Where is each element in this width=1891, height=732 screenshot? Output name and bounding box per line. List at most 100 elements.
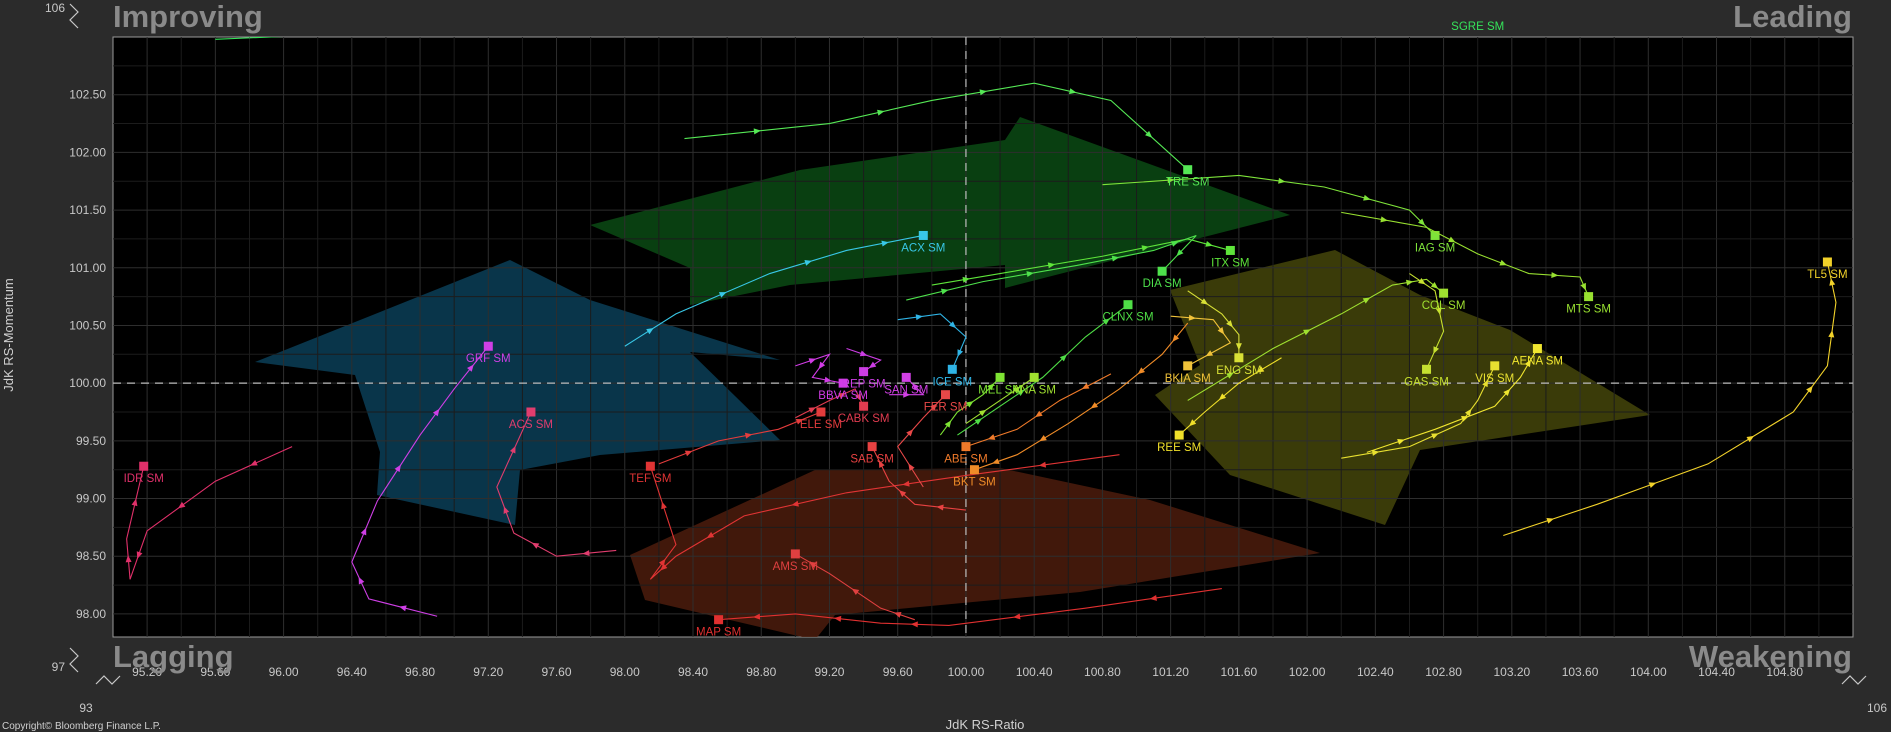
y-tick-label: 98.50 bbox=[76, 549, 106, 563]
series-head-marker bbox=[1532, 344, 1542, 354]
series-vis-sm bbox=[1341, 361, 1500, 459]
series-head-marker bbox=[940, 390, 950, 400]
tail-arrowhead bbox=[1189, 419, 1197, 427]
tail-arrowhead bbox=[962, 276, 970, 283]
series-label: CLNX SM bbox=[1102, 312, 1153, 324]
series-label: IAG SM bbox=[1415, 242, 1455, 254]
series-head-marker bbox=[1490, 361, 1500, 371]
series-label: ANA SM bbox=[1012, 384, 1055, 396]
x-tick-label: 101.20 bbox=[1152, 665, 1189, 679]
x-tick-label: 98.00 bbox=[610, 665, 640, 679]
tail-arrowhead bbox=[915, 314, 923, 321]
tail-arrowhead bbox=[974, 418, 983, 425]
series-head-marker bbox=[1225, 245, 1235, 255]
series-head-marker bbox=[838, 378, 848, 388]
tail-arrowhead bbox=[1012, 386, 1021, 394]
tail-arrowhead bbox=[136, 551, 143, 559]
tail-arrowhead bbox=[911, 383, 920, 391]
series-bbva-sm bbox=[795, 353, 848, 388]
series-dia-sm bbox=[906, 234, 1197, 301]
tail-arrowhead bbox=[661, 501, 667, 510]
series-tail bbox=[1503, 261, 1837, 536]
tail-arrowhead bbox=[1102, 318, 1110, 326]
tail-arrowhead bbox=[1551, 272, 1559, 279]
x-tick-label: 104.80 bbox=[1766, 665, 1803, 679]
series-tl5-sm bbox=[1503, 257, 1837, 536]
tail-arrowhead bbox=[1145, 130, 1153, 138]
tail-arrowhead bbox=[1746, 435, 1755, 443]
series-sab-sm bbox=[867, 442, 967, 511]
series-label: REE SM bbox=[1157, 442, 1201, 454]
tail-arrowhead bbox=[1188, 314, 1196, 321]
tail-arrowhead bbox=[878, 460, 885, 468]
tail-arrowhead bbox=[808, 358, 817, 364]
y-axis-break-top bbox=[69, 3, 79, 29]
series-label: ICE SM bbox=[932, 376, 972, 388]
tail-arrowhead bbox=[467, 364, 474, 372]
tail-arrowhead bbox=[1580, 282, 1586, 291]
tail-arrowhead bbox=[1431, 433, 1439, 440]
tail-arrowhead bbox=[1828, 330, 1835, 338]
tail-arrowhead bbox=[808, 561, 817, 568]
series-ice-sm bbox=[897, 313, 967, 374]
x-axis-title: JdK RS-Ratio bbox=[946, 717, 1025, 732]
tail-arrowhead bbox=[1482, 379, 1489, 388]
tail-arrowhead bbox=[1371, 449, 1380, 456]
tail-arrowhead bbox=[893, 612, 902, 618]
tail-arrowhead bbox=[903, 391, 911, 398]
series-tail bbox=[624, 234, 924, 347]
x-tick-label: 100.40 bbox=[1016, 665, 1053, 679]
tail-arrowhead bbox=[1256, 366, 1265, 373]
x-tick-label: 99.20 bbox=[814, 665, 844, 679]
series-label: TL5 SM bbox=[1807, 269, 1847, 281]
tail-arrowhead bbox=[706, 531, 715, 539]
series-label: SAB SM bbox=[850, 454, 893, 466]
tail-arrowhead bbox=[503, 506, 510, 514]
tail-arrowhead bbox=[1806, 385, 1813, 394]
series-tail bbox=[351, 345, 489, 617]
tail-arrowhead bbox=[966, 401, 974, 408]
tail-arrowhead bbox=[877, 109, 885, 116]
series-san-sm bbox=[889, 372, 925, 398]
series-head-marker bbox=[859, 367, 869, 377]
series-eng-sm bbox=[1187, 290, 1244, 363]
tail-arrowhead bbox=[818, 361, 826, 370]
series-label: IDR SM bbox=[124, 473, 164, 485]
series-head-marker bbox=[1584, 292, 1594, 302]
tail-arrowhead bbox=[394, 464, 401, 473]
tail-arrowhead bbox=[899, 490, 907, 498]
tail-arrowhead bbox=[936, 504, 944, 511]
tail-arrowhead bbox=[948, 321, 957, 329]
series-tail bbox=[931, 238, 1231, 286]
tail-arrowhead bbox=[684, 450, 693, 457]
tail-arrowhead bbox=[752, 613, 761, 620]
x-axis-break-left bbox=[95, 675, 121, 685]
series-label: ACX SM bbox=[901, 242, 945, 254]
series-tail bbox=[1102, 174, 1436, 236]
tail-arrowhead bbox=[1406, 279, 1414, 286]
tail-arrowhead bbox=[1503, 388, 1511, 397]
tail-arrowhead bbox=[824, 376, 832, 383]
series-label: TEF SM bbox=[629, 473, 671, 485]
series-tail bbox=[1341, 365, 1496, 459]
x-tick-labels: 95.20 95.60 96.00 96.40 96.80 97.20 97.60 98.00… bbox=[132, 665, 1803, 679]
quadrant-label-lagging: Lagging bbox=[113, 639, 234, 674]
series-label: ITX SM bbox=[1211, 257, 1249, 269]
tail-arrowhead bbox=[1448, 236, 1456, 243]
x-tick-label: 97.20 bbox=[473, 665, 503, 679]
series-ele-sm bbox=[658, 407, 826, 465]
y-tick-label: 101.50 bbox=[69, 203, 106, 217]
grid bbox=[113, 37, 1853, 637]
plot-border bbox=[112, 36, 1854, 638]
series-label: BKIA SM bbox=[1165, 373, 1211, 385]
quadrant-label-improving: Improving bbox=[113, 0, 263, 34]
series-head-marker bbox=[1183, 361, 1193, 371]
tail-arrowhead bbox=[1362, 297, 1371, 304]
tail-arrowhead bbox=[178, 501, 186, 509]
series-head-marker bbox=[1029, 372, 1039, 382]
y-tick-label: 102.50 bbox=[69, 88, 106, 102]
series-head-marker bbox=[859, 401, 869, 411]
series-label: REP SM bbox=[842, 379, 886, 391]
y-tick-label: 100.50 bbox=[69, 318, 106, 332]
series-gas-sm bbox=[1409, 273, 1445, 374]
